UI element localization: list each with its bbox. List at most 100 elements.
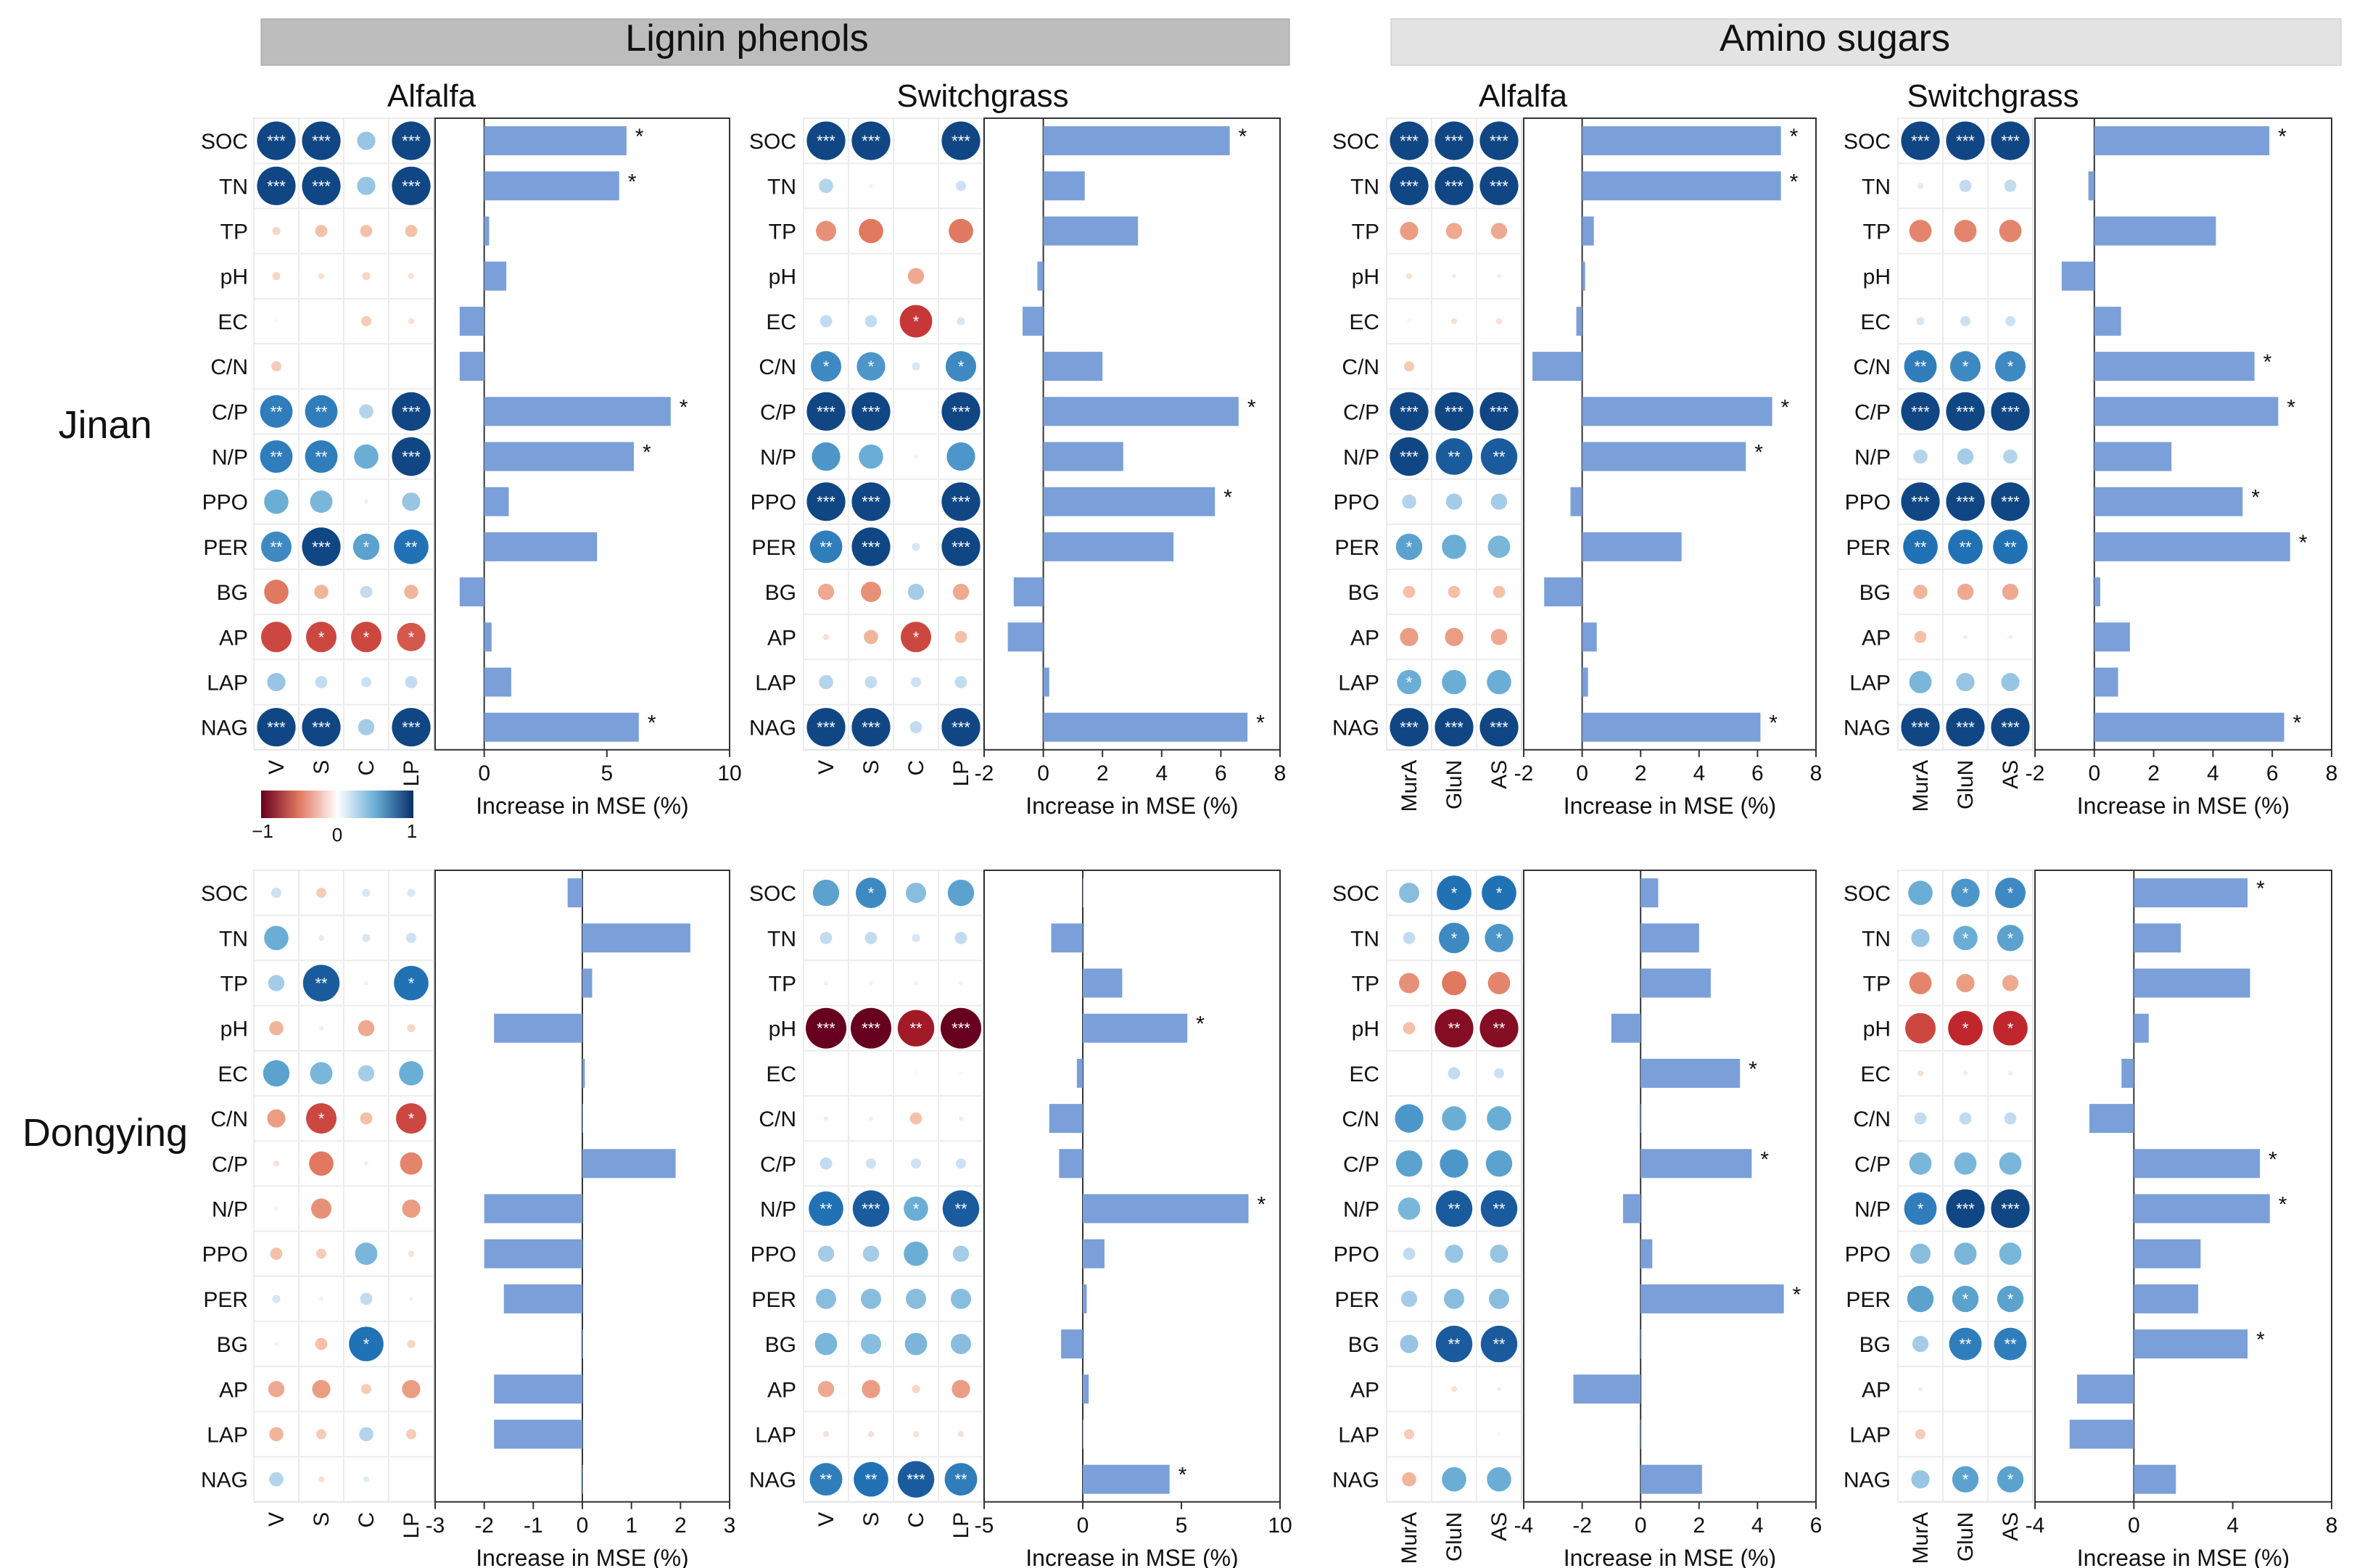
correlation-circle — [941, 121, 981, 160]
correlation-circle — [392, 166, 431, 205]
correlation-circle — [359, 1427, 373, 1442]
variable-label: C/P — [1854, 400, 1891, 424]
mse-bar — [1582, 261, 1585, 291]
correlation-circle — [914, 409, 918, 414]
correlation-circle — [806, 392, 846, 431]
correlation-circle — [364, 499, 368, 504]
x-tick-label: -2 — [474, 1514, 494, 1538]
correlation-circle — [851, 482, 891, 521]
variable-label: N/P — [212, 446, 248, 470]
bar-significance-star: * — [635, 125, 644, 149]
x-tick-label: 0 — [2128, 1514, 2140, 1538]
significance-stars: *** — [1911, 403, 1930, 421]
column-label: V — [814, 1512, 838, 1527]
significance-stars: *** — [1956, 493, 1975, 511]
column-label: LP — [949, 760, 973, 787]
significance-stars: ** — [270, 538, 283, 556]
correlation-circle — [1991, 392, 2030, 431]
variable-label: C/P — [1343, 1152, 1379, 1176]
correlation-circle — [1963, 273, 1968, 278]
variable-label: pH — [220, 1018, 248, 1041]
correlation-circle — [302, 121, 341, 160]
mse-bar — [1582, 667, 1588, 697]
variable-label: PER — [751, 536, 796, 560]
correlation-circle — [399, 1061, 424, 1086]
mse-bar — [1083, 1239, 1105, 1268]
correlation-circle — [952, 1379, 970, 1398]
correlation-circle — [268, 975, 285, 991]
correlation-circle — [1950, 351, 1981, 382]
correlation-circle — [361, 677, 371, 688]
variable-label: BG — [1859, 1333, 1891, 1357]
correlation-circle — [267, 672, 286, 692]
correlation-circle — [272, 1295, 281, 1303]
bar-significance-star: * — [643, 441, 651, 465]
significance-stars: *** — [817, 1020, 835, 1038]
significance-stars: *** — [312, 177, 331, 195]
x-tick-label: -2 — [1572, 1514, 1592, 1538]
significance-stars: * — [823, 358, 830, 376]
correlation-circle — [959, 1116, 963, 1121]
variable-label: EC — [1349, 1062, 1379, 1086]
correlation-circle — [1904, 1192, 1937, 1225]
correlation-circle — [820, 931, 833, 944]
significance-stars: ** — [820, 1200, 833, 1218]
mse-bar — [1640, 1419, 1642, 1449]
mse-bar — [1582, 397, 1772, 426]
mse-bar — [484, 667, 511, 697]
correlation-circle — [361, 1384, 371, 1395]
column-label: AS — [1999, 760, 2023, 789]
correlation-circle — [897, 1461, 935, 1498]
colorbar: −1 0 1 — [252, 791, 417, 846]
mse-bar — [484, 712, 639, 742]
mse-bar — [2094, 532, 2290, 561]
correlation-circle — [319, 364, 323, 369]
variable-label: PPO — [751, 1243, 796, 1267]
bar-plot-frame — [2034, 117, 2332, 751]
mse-bar — [2061, 261, 2094, 291]
correlation-circle — [861, 1288, 881, 1309]
mse-bar — [2134, 1329, 2248, 1359]
significance-stars: *** — [1956, 1200, 1975, 1218]
x-tick-label: 0 — [1037, 762, 1049, 785]
x-axis-label: Increase in MSE (%) — [476, 1545, 688, 1568]
mse-bar — [1051, 923, 1083, 953]
significance-stars: *** — [1911, 493, 1930, 511]
significance-stars: *** — [2001, 1200, 2020, 1218]
correlation-circle — [1440, 1149, 1469, 1178]
column-label: LP — [400, 1512, 424, 1539]
correlation-circle — [867, 1431, 875, 1437]
correlation-circle — [1917, 183, 1924, 189]
variable-label: EC — [1860, 1062, 1891, 1086]
significance-stars: *** — [267, 177, 286, 195]
mse-bar — [582, 1329, 583, 1359]
correlation-circle — [1901, 392, 1940, 431]
variable-label: TP — [769, 220, 796, 244]
correlation-circle — [2004, 179, 2017, 192]
significance-stars: * — [1406, 674, 1413, 692]
correlation-circle — [2004, 1112, 2017, 1125]
variable-label: pH — [769, 265, 796, 289]
correlation-circle — [954, 931, 967, 944]
x-tick-label: -3 — [426, 1514, 445, 1538]
correlation-circle — [302, 708, 341, 747]
variable-label: NAG — [1844, 717, 1891, 740]
x-axis-label: Increase in MSE (%) — [1025, 1545, 1238, 1568]
mse-bar — [2094, 306, 2121, 336]
correlation-circle — [806, 121, 846, 160]
x-tick-label: 6 — [1810, 1514, 1823, 1538]
variable-label: NAG — [201, 717, 248, 740]
correlation-circle — [1480, 1190, 1518, 1227]
correlation-circle — [1452, 364, 1456, 369]
significance-stars: *** — [817, 132, 835, 150]
correlation-circle — [941, 708, 981, 747]
variable-label: C/P — [212, 400, 248, 424]
variable-label: NAG — [1332, 717, 1379, 740]
correlation-circle — [364, 364, 368, 369]
correlation-circle — [1435, 121, 1474, 160]
significance-stars: * — [2007, 1471, 2014, 1489]
correlation-circle — [1954, 1152, 1977, 1175]
correlation-circle — [1909, 671, 1932, 693]
